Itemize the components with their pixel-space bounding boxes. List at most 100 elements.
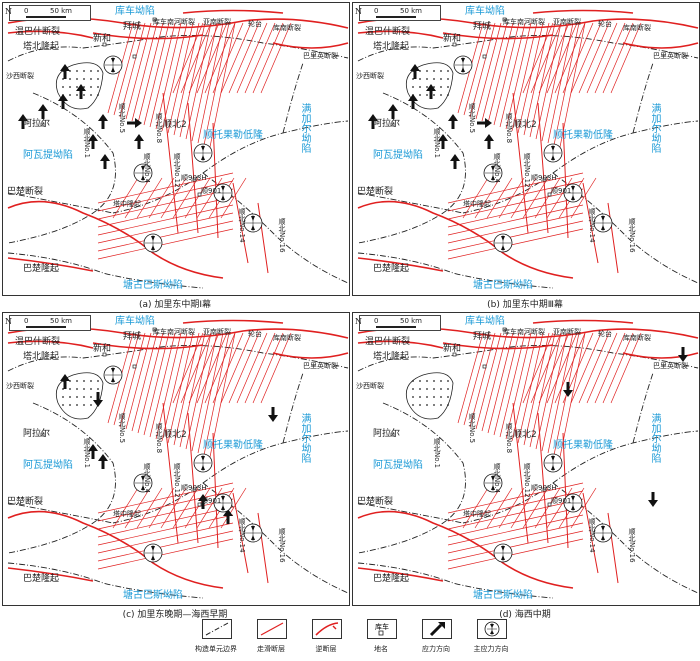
map-label-shun901: 顺901 [201,187,222,195]
fault-label: 顺北No.5 [468,413,476,444]
fault-label: 顺北No.5 [468,103,476,134]
map-label-xinhe: 新和 [443,344,462,354]
legend-item-stress-direction: 应力方向 [420,617,464,661]
svg-text:库车: 库车 [375,622,389,631]
stress-arrow [88,444,98,459]
principal-stress-symbol [483,163,503,183]
map-label-bayin: 巴里英断裂 [303,52,338,60]
map-label-bachu: 巴楚断裂 [357,497,394,507]
fault-label: 顺北No.12 [173,153,181,188]
stress-arrow [93,392,103,407]
principal-stress-symbol [193,143,213,163]
stress-arrow [648,492,658,507]
map-label-kunan: 库南断裂 [273,24,301,32]
stress-arrow [60,374,70,389]
map-label-luntai: 轮台 [598,20,612,28]
map-panel-d: 0 50 km N 库车坳陷 温巴什断裂 拜城 库车南河断裂 亚南断裂 轮台 库南断裂 塔北隆起 新和… [352,312,700,606]
map-label-baicheng: 拜城 [473,22,492,32]
map-label-shuntuo: 顺托果勒低隆 [553,440,613,451]
map-panel-a: 0 50 km N 库车坳陷 温巴什断裂 拜城 库车南河断裂 亚南断裂 轮台 库南断裂 塔北隆起 新和… [2,2,350,296]
map-label-kuche_depr: 库车坳陷 [115,6,155,17]
map-label-aksu: 阿拉尔 [373,119,401,129]
map-label-tazhong: 塔中隆起 [463,200,491,208]
map-label-shuntuo: 顺托果勒低隆 [203,130,263,141]
map-label-bachu_up: 巴楚隆起 [373,264,410,274]
principal-stress-symbol [593,213,613,233]
stress-arrow [76,84,86,99]
map-label-xinhe: 新和 [93,34,112,44]
map-label-shunbei2: 顺北2 [163,430,187,440]
fault-label: 顺北No.8 [505,113,513,144]
stress-arrow [198,494,208,509]
map-label-tanggu: 塘古巴斯坳陷 [123,280,183,291]
stress-arrow [450,154,460,169]
stress-arrow [268,407,278,422]
fault-label: 顺北No.12 [523,153,531,188]
legend-item-thrust: 逆断层 [310,617,354,661]
map-label-tazhong: 塔中隆起 [113,200,141,208]
fault-label: 顺北No.12 [523,463,531,498]
map-label-bachu: 巴楚断裂 [357,187,394,197]
map-label-shaya: 沙西断裂 [356,72,384,80]
map-label-aksu: 阿拉尔 [23,119,51,129]
map-label-shaya: 沙西断裂 [356,382,384,390]
map-label-manjia: 满加尔坳陷 [299,103,310,153]
north-arrow: N [355,7,362,16]
map-label-shun903h: 顺903H [181,484,207,492]
fault-label: 顺北No.1 [83,128,91,159]
stress-arrow [58,94,68,109]
stress-arrow [223,509,233,524]
legend-label: 构造单元边界 [195,645,237,653]
map-label-shun903h: 顺903H [181,174,207,182]
map-label-bachu: 巴楚断裂 [7,187,44,197]
scale-bar: 0 50 km [9,315,91,331]
map-base [357,319,699,599]
principal-stress-symbol [563,493,583,513]
map-label-bachu: 巴楚断裂 [7,497,44,507]
fault-label: 顺北No.16 [278,218,286,253]
map-label-tabei_up: 塔北隆起 [23,352,60,362]
principal-stress-symbol [543,143,563,163]
map-label-wensu: 温巴什断裂 [365,337,411,347]
map-label-tabei_up: 塔北隆起 [373,352,410,362]
principal-stress-symbol [143,543,163,563]
map-label-luntai: 轮台 [248,330,262,338]
map-label-awati: 阿瓦提坳陷 [373,150,423,161]
fault-label: 顺北No.5 [118,103,126,134]
map-label-tabei_up: 塔北隆起 [23,42,60,52]
map-base [7,9,349,289]
panel-caption: (d) 海西中期 [499,610,551,620]
map-label-awati: 阿瓦提坳陷 [23,150,73,161]
map-label-luntai: 轮台 [248,20,262,28]
stress-arrow [100,154,110,169]
principal-stress-symbol [563,183,583,203]
fault-label: 顺北No.14 [238,518,246,553]
fault-label: 顺北No.8 [155,423,163,454]
principal-stress-symbol [103,55,123,75]
map-label-yaha: 库车南河断裂 [503,328,545,336]
scale-bar: 0 50 km [9,5,91,21]
legend-label: 逆断层 [315,645,337,653]
map-label-tanggu: 塘古巴斯坳陷 [473,590,533,601]
principal-stress-symbol [133,473,153,493]
map-label-shunbei2: 顺北2 [513,120,537,130]
stress-arrow [388,104,398,119]
stress-arrow [127,118,142,128]
stress-arrow [88,134,98,149]
fault-label: 顺北No.14 [588,208,596,243]
map-label-shaya: 沙西断裂 [6,382,34,390]
map-label-manjia: 满加尔坳陷 [649,103,660,153]
map-label-kuche_depr: 库车坳陷 [465,6,505,17]
map-label-shaya: 沙西断裂 [6,72,34,80]
map-label-yaha: 库车南河断裂 [153,328,195,336]
map-panel-c: 0 50 km N 库车坳陷 温巴什断裂 拜城 库车南河断裂 亚南断裂 轮台 库南断裂 塔北隆起 新和… [2,312,350,606]
principal-stress-symbol [103,365,123,385]
map-label-bayin: 巴里英断裂 [653,362,688,370]
stress-arrow [426,84,436,99]
map-label-shun903h: 顺903H [531,484,557,492]
map-label-wensu: 温巴什断裂 [15,27,61,37]
stress-arrow [38,104,48,119]
fault-label: 顺北No.1 [433,128,441,159]
map-label-bachu_up: 巴楚隆起 [373,574,410,584]
principal-stress-symbol [593,523,613,543]
